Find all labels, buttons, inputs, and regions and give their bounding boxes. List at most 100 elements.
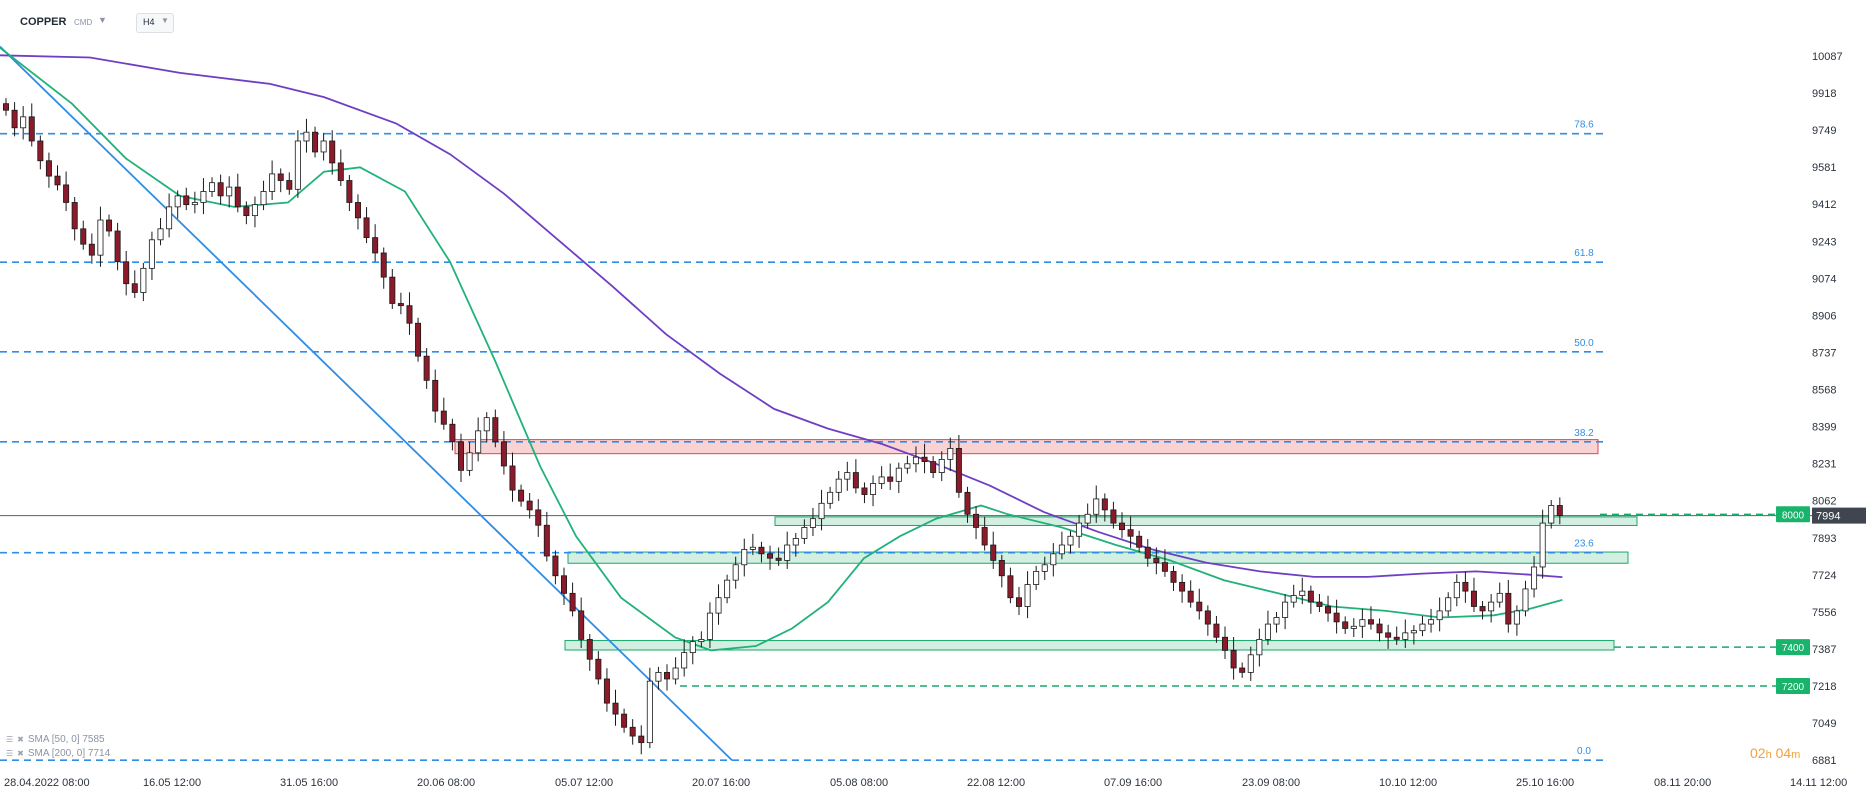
y-axis-tick-label: 7387 [1812, 644, 1836, 656]
candle [54, 175, 61, 186]
x-axis-tick-label: 20.07 16:00 [692, 777, 750, 789]
candle [586, 639, 593, 660]
candle [664, 671, 671, 680]
level-tag-label: 8000 [1782, 510, 1805, 521]
symbol-label[interactable]: COPPER [20, 16, 67, 28]
candle [998, 559, 1005, 577]
candle [1230, 650, 1237, 669]
candle [1479, 606, 1486, 612]
candle [1385, 632, 1392, 638]
candle [45, 160, 52, 177]
trendline-layer [0, 45, 733, 761]
candle [243, 206, 250, 217]
candle [209, 182, 216, 192]
sma200-legend-label: SMA [200, 0] 7714 [27, 748, 111, 759]
candle [1136, 535, 1143, 548]
candle [749, 546, 756, 550]
candle [672, 667, 679, 680]
candle [792, 538, 799, 546]
candle [1505, 592, 1512, 625]
x-axis-tick-label: 20.06 08:00 [417, 777, 475, 789]
candle [234, 186, 241, 208]
candle [1153, 557, 1160, 563]
candle [706, 612, 713, 640]
candle [887, 476, 894, 482]
candle [483, 417, 490, 432]
level-tag [1776, 506, 1810, 523]
candle [1264, 623, 1271, 640]
close-icon[interactable]: ✖ [17, 749, 24, 758]
candle [1213, 623, 1220, 638]
candle [294, 140, 301, 190]
candle [1410, 630, 1417, 634]
support-zone [564, 640, 1615, 651]
x-axis-tick-label: 07.09 16:00 [1104, 777, 1162, 789]
candle [140, 267, 147, 293]
candle [844, 472, 851, 480]
current-price-label: 7994 [1816, 511, 1840, 523]
candle [681, 652, 688, 669]
candle [1076, 522, 1083, 537]
candle [475, 430, 482, 454]
timeframe-label: H4 [143, 17, 155, 27]
candle [1161, 562, 1168, 572]
settings-icon[interactable]: ☰ [6, 735, 14, 744]
candle [1024, 584, 1031, 607]
candle [1333, 612, 1340, 623]
candle [1170, 570, 1177, 583]
candle [260, 191, 267, 206]
candle [1239, 667, 1246, 673]
y-axis-tick-label: 8568 [1812, 385, 1836, 397]
candle [303, 131, 310, 142]
candle [973, 513, 980, 528]
x-axis-tick-label: 10.10 12:00 [1379, 777, 1437, 789]
candle [200, 191, 207, 203]
y-axis-tick-label: 7724 [1812, 570, 1836, 582]
candle [1058, 544, 1065, 555]
y-axis-tick-label: 8062 [1812, 496, 1836, 508]
timeframe-selector[interactable]: H4 ▼ [136, 13, 174, 33]
candle [380, 252, 387, 278]
x-axis-tick-label: 23.09 08:00 [1242, 777, 1300, 789]
candle [106, 219, 113, 232]
candle [1015, 597, 1022, 607]
candle [818, 502, 825, 520]
x-axis-tick-label: 22.08 12:00 [967, 777, 1025, 789]
candle [1119, 522, 1126, 531]
close-icon[interactable]: ✖ [17, 735, 24, 744]
candle [518, 489, 525, 502]
y-axis-tick-label: 6881 [1812, 755, 1836, 767]
candle [432, 379, 439, 412]
settings-icon[interactable]: ☰ [6, 749, 14, 758]
candle [1110, 509, 1117, 524]
candle [148, 239, 155, 269]
x-axis-tick-label: 05.07 12:00 [555, 777, 613, 789]
candle [389, 276, 396, 304]
legend-row-sma50[interactable]: ☰ ✖ SMA [50, 0] 7585 [6, 733, 110, 747]
candle [870, 483, 877, 495]
candle [1187, 590, 1194, 603]
candle [449, 423, 456, 443]
legend-row-sma200[interactable]: ☰ ✖ SMA [200, 0] 7714 [6, 747, 110, 761]
candle [1531, 566, 1538, 590]
candle [80, 228, 87, 245]
candle [809, 518, 816, 528]
y-axis-tick-label: 7893 [1812, 533, 1836, 545]
symbol-dropdown-icon[interactable]: ▼ [98, 15, 107, 25]
candle [827, 491, 834, 504]
x-axis-tick-label: 05.08 08:00 [830, 777, 888, 789]
candle [320, 140, 327, 153]
candle [904, 463, 911, 469]
candle [1247, 654, 1254, 673]
candle [354, 202, 361, 219]
candle [1513, 610, 1520, 625]
candle [372, 237, 379, 254]
candle [88, 243, 95, 256]
candle [801, 527, 808, 539]
y-axis-tick-label: 8737 [1812, 347, 1836, 359]
x-axis-tick-label: 31.05 16:00 [280, 777, 338, 789]
indicator-legend: ☰ ✖ SMA [50, 0] 7585 ☰ ✖ SMA [200, 0] 77… [6, 733, 110, 761]
current-price-tag [1812, 507, 1866, 524]
